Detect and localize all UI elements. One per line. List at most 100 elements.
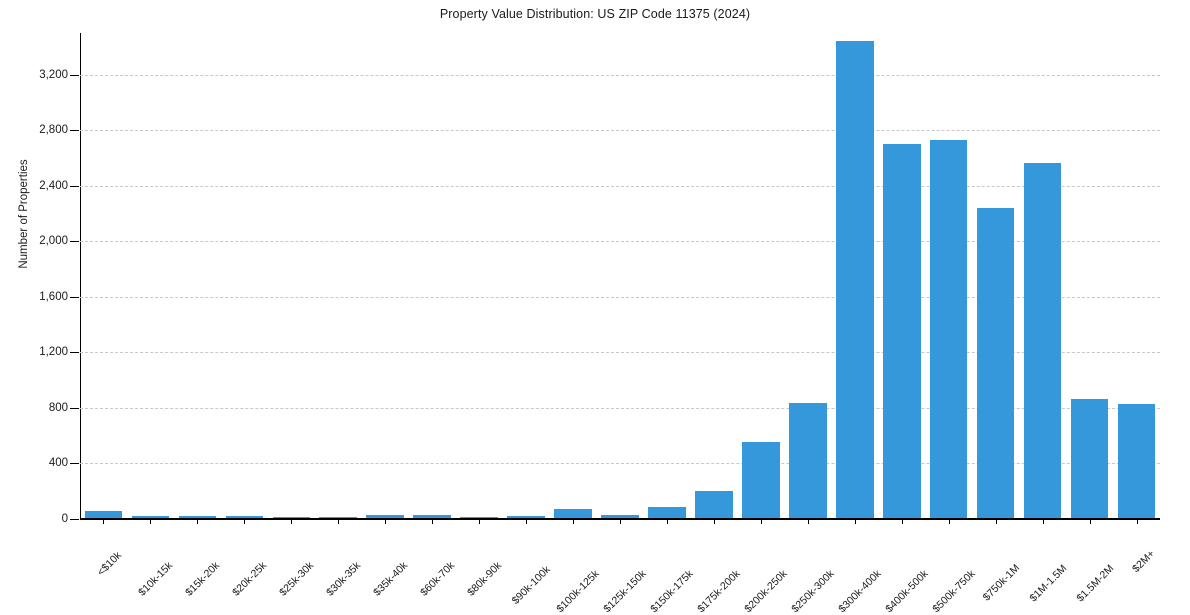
x-tick-label: $25k-30k	[277, 529, 347, 599]
y-tick-label: 2,400	[39, 179, 68, 192]
y-tick-mark	[70, 74, 79, 76]
x-tick-label-text: $1M-1.5M	[1027, 562, 1069, 605]
bar	[131, 516, 170, 518]
x-tick-mark	[526, 519, 528, 524]
x-tick-label-text: $750k-1M	[980, 562, 1022, 604]
x-tick-mark	[995, 519, 997, 524]
chart-figure: Property Value Distribution: US ZIP Code…	[18, 7, 1175, 615]
y-tick-label: 2,800	[39, 124, 68, 137]
x-tick-mark	[1136, 519, 1138, 524]
y-tick-label: 2,000	[39, 235, 68, 248]
x-tick-label: $1M-1.5M	[1027, 529, 1102, 604]
x-tick-label: $90k-100k	[510, 529, 587, 607]
x-tick-label-text: $80k-90k	[465, 559, 505, 599]
gridline	[80, 185, 1160, 187]
bar	[507, 515, 545, 518]
bar	[601, 514, 639, 518]
x-tick-label-text: $30k-35k	[324, 559, 364, 599]
bar	[836, 40, 874, 518]
y-tick-mark	[70, 241, 79, 243]
gridline	[80, 74, 1160, 76]
x-tick-label: $750k-1M	[980, 529, 1055, 604]
x-tick-label: $60k-70k	[418, 529, 488, 599]
x-tick-mark	[760, 519, 762, 524]
x-tick-label-text: $90k-100k	[509, 563, 553, 607]
y-tick-mark	[70, 407, 79, 409]
gridline	[80, 296, 1160, 298]
gridline	[80, 130, 1160, 132]
y-axis-line	[80, 33, 81, 519]
x-tick-label: $20k-25k	[230, 529, 300, 599]
bar	[84, 510, 123, 518]
x-tick-mark	[103, 519, 105, 524]
bar	[178, 515, 217, 518]
bar	[1117, 404, 1156, 518]
bar	[319, 516, 358, 518]
x-tick-label: $30k-35k	[324, 529, 394, 599]
x-tick-mark	[948, 519, 950, 524]
bar	[272, 516, 311, 518]
x-tick-label-text: $1.5M-2M	[1073, 562, 1116, 605]
x-tick-mark	[713, 519, 715, 524]
x-tick-label: <$10k	[95, 529, 145, 578]
bar	[225, 516, 264, 518]
x-tick-label: $250k-300k	[789, 529, 875, 615]
x-tick-mark	[244, 519, 246, 524]
y-tick-mark	[70, 463, 79, 465]
x-tick-label-text: $175k-200k	[695, 567, 743, 615]
x-tick-mark	[385, 519, 387, 524]
x-tick-mark	[620, 519, 621, 524]
bar	[554, 508, 592, 518]
y-tick-mark	[70, 185, 79, 187]
x-tick-label-text: $500k-750k	[929, 567, 978, 615]
x-tick-label-text: <$10k	[95, 549, 125, 579]
y-tick-label: 1,200	[39, 346, 68, 359]
x-tick-label: $150k-175k	[648, 529, 734, 615]
y-tick-label: 3,200	[39, 68, 68, 81]
x-tick-label-text: $10k-15k	[136, 559, 176, 599]
gridline	[80, 352, 1160, 354]
y-tick-label: 1,600	[39, 290, 68, 303]
x-tick-label: $10k-15k	[137, 529, 206, 599]
y-tick-mark	[70, 130, 79, 132]
x-tick-mark	[807, 519, 809, 524]
x-tick-label-text: $60k-70k	[418, 559, 458, 599]
x-tick-label: $100k-125k	[554, 529, 640, 615]
x-tick-label: $175k-200k	[695, 529, 781, 615]
x-tick-label: $200k-250k	[742, 529, 828, 615]
bar	[929, 140, 968, 518]
bar	[976, 208, 1015, 518]
x-tick-mark	[150, 519, 152, 524]
x-tick-mark	[901, 519, 903, 524]
y-tick-label: 800	[48, 401, 68, 414]
x-tick-mark	[479, 519, 481, 524]
x-tick-label: $125k-150k	[601, 529, 687, 615]
bar	[1023, 162, 1062, 518]
x-tick-label-text: $300k-400k	[836, 567, 884, 615]
x-tick-mark	[666, 519, 668, 524]
x-tick-label: $2M+	[1130, 529, 1175, 575]
x-tick-label-text: $35k-40k	[371, 559, 411, 599]
x-tick-label: $400k-500k	[883, 529, 969, 615]
x-tick-label-text: $125k-150k	[601, 567, 649, 615]
x-tick-mark	[197, 519, 199, 524]
x-tick-label: $15k-20k	[183, 529, 253, 599]
x-tick-label-text: $250k-300k	[789, 567, 837, 615]
bar	[695, 491, 733, 518]
bar	[413, 514, 451, 518]
x-tick-mark	[432, 519, 434, 524]
gridline	[80, 407, 1160, 409]
bar	[1070, 398, 1109, 518]
x-tick-mark	[291, 519, 293, 524]
bar	[789, 403, 827, 518]
bar	[882, 143, 921, 518]
y-tick-label: 0	[61, 513, 68, 525]
x-tick-mark	[573, 519, 575, 524]
bar	[648, 506, 686, 518]
x-axis-line	[80, 518, 1160, 519]
chart-title: Property Value Distribution: US ZIP Code…	[439, 7, 751, 21]
x-tick-mark	[1089, 519, 1091, 524]
gridline	[80, 241, 1160, 243]
x-tick-label: $80k-90k	[465, 529, 535, 599]
x-tick-label-text: $20k-25k	[230, 559, 270, 599]
